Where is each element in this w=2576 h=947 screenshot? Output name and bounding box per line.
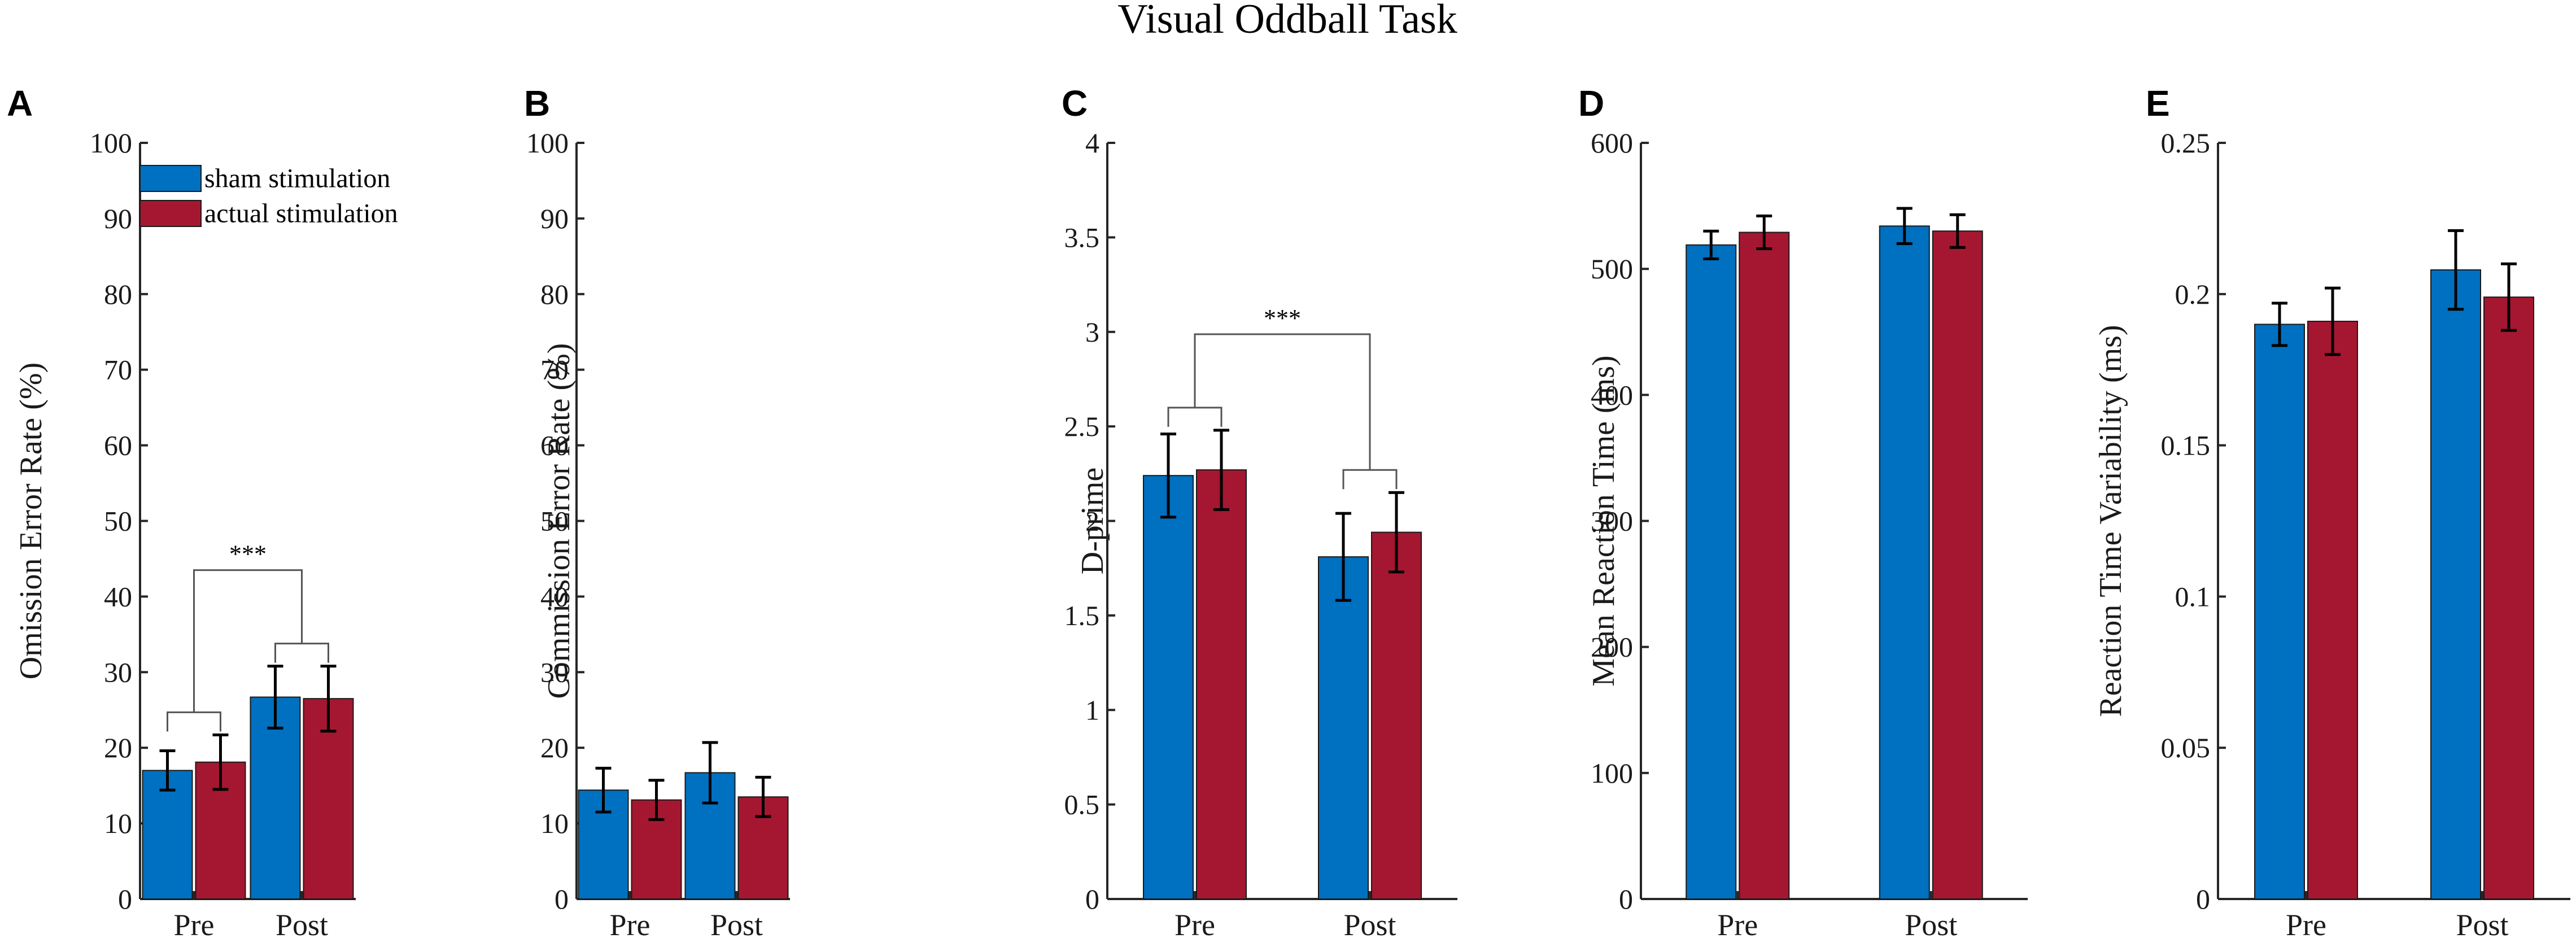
y-tick-label: 80 <box>540 278 569 310</box>
y-axis-title: Reaction Time Variability (ms) <box>2093 325 2128 717</box>
bar-sham-pre <box>1143 475 1194 900</box>
panel-letter: C <box>1062 83 1088 124</box>
significance-label: *** <box>1264 304 1301 332</box>
legend-swatch <box>139 165 202 192</box>
x-tick-label: Pre <box>2286 908 2326 942</box>
y-tick-label: 30 <box>104 656 132 688</box>
x-tick-label: Pre <box>174 908 215 942</box>
y-tick-label: 100 <box>90 127 132 159</box>
y-tick-label: 40 <box>104 581 132 612</box>
panel-letter: A <box>7 83 33 124</box>
y-tick-label: 3 <box>1085 316 1099 348</box>
y-tick-label: 0.15 <box>2161 430 2211 461</box>
y-axis-title: D-prime <box>1075 468 1110 575</box>
y-tick-label: 90 <box>104 203 132 234</box>
legend-label: actual stimulation <box>204 199 398 229</box>
panel-letter: E <box>2146 83 2170 124</box>
panel-e: E Reaction Time Variability (ms) 0 0.05 0.1 0… <box>2093 83 2570 942</box>
pair-bracket <box>1167 407 1222 427</box>
panel-letter: D <box>1578 83 1604 124</box>
y-tick-label: 2.5 <box>1064 411 1100 442</box>
y-tick-label: 80 <box>104 278 132 310</box>
y-tick-label: 0 <box>118 883 132 915</box>
y-tick-label: 50 <box>540 505 569 537</box>
y-tick-label: 0 <box>1619 883 1633 915</box>
bar-actual-pre <box>1196 469 1247 900</box>
y-tick-label: 300 <box>1591 505 1633 537</box>
bar-sham-post <box>1318 556 1369 900</box>
significance-bracket <box>193 569 303 713</box>
bar-sham-pre <box>2254 324 2305 900</box>
y-tick-label: 2 <box>1085 505 1099 537</box>
x-tick-label: Pre <box>1717 908 1758 942</box>
pair-bracket <box>1342 469 1398 490</box>
y-axis-title: Mean Reaction Time (ms) <box>1586 355 1621 686</box>
pair-bracket <box>167 711 221 732</box>
y-tick-label: 60 <box>540 430 569 461</box>
y-tick-label: 0 <box>2196 883 2210 915</box>
y-tick-label: 10 <box>540 808 569 839</box>
y-tick-label: 0.05 <box>2161 732 2211 763</box>
bar-actual-post <box>2483 296 2534 900</box>
y-tick-label: 30 <box>540 656 569 688</box>
y-tick-label: 0.5 <box>1064 789 1100 821</box>
y-tick-label: 10 <box>104 808 132 839</box>
y-tick-label: 0 <box>555 883 569 915</box>
y-tick-label: 50 <box>104 505 132 537</box>
bar-sham-post <box>1879 225 1930 900</box>
legend: sham stimulation actual stimulation <box>139 164 398 229</box>
x-tick-label: Post <box>276 908 328 942</box>
y-tick-label: 3.5 <box>1064 221 1100 253</box>
figure-title: Visual Oddball Task <box>1117 0 1457 42</box>
y-tick-label: 60 <box>104 430 132 461</box>
y-tick-label: 40 <box>540 581 569 612</box>
bar-actual-pre <box>2307 321 2358 900</box>
y-tick-label: 100 <box>1591 757 1633 789</box>
panel-letter: B <box>524 83 550 124</box>
bar-actual-post <box>1932 230 1983 900</box>
y-tick-label: 200 <box>1591 631 1633 663</box>
x-tick-label: Pre <box>610 908 650 942</box>
bar-sham-pre <box>142 770 193 900</box>
y-tick-label: 70 <box>540 354 569 386</box>
significance-bracket <box>1194 333 1371 470</box>
bar-actual-post <box>737 796 789 900</box>
y-tick-label: 1 <box>1085 694 1099 726</box>
x-tick-label: Post <box>1905 908 1957 942</box>
y-tick-label: 600 <box>1591 127 1633 159</box>
bar-sham-pre <box>1686 244 1737 900</box>
y-tick-label: 4 <box>1085 127 1099 159</box>
y-tick-label: 20 <box>540 732 569 763</box>
y-tick-label: 20 <box>104 732 132 763</box>
y-tick-label: 0.1 <box>2175 581 2211 612</box>
significance-label: *** <box>229 540 267 568</box>
x-tick-label: Post <box>2456 908 2508 942</box>
x-tick-label: Pre <box>1175 908 1215 942</box>
y-axis-title: Commission Error Rate (%) <box>542 343 577 699</box>
panel-b: B Commission Error Rate (%) 0 10 20 30 40 50 60 7… <box>524 83 790 942</box>
panel-a: A Omission Error Rate (%) 0 10 20 30 40 50 60 70 8… <box>7 83 398 942</box>
y-tick-label: 70 <box>104 354 132 386</box>
y-tick-label: 90 <box>540 203 569 234</box>
panel-d: D Mean Reaction Time (ms) 0 100 200 300 400 500… <box>1578 83 2028 942</box>
bar-actual-post <box>1371 531 1422 900</box>
y-tick-label: 1.5 <box>1064 600 1100 631</box>
y-tick-label: 400 <box>1591 379 1633 411</box>
y-tick-label: 0.25 <box>2161 127 2211 159</box>
panel-c: C D-prime 0 0.5 1 1.5 2 2.5 3 3.5 4 Pre Post *** <box>1062 83 1457 942</box>
bar-actual-pre <box>1739 232 1790 900</box>
y-axis-title: Omission Error Rate (%) <box>14 363 49 679</box>
y-tick-label: 0 <box>1085 883 1099 915</box>
x-tick-label: Post <box>710 908 763 942</box>
pair-bracket <box>274 643 329 663</box>
legend-swatch <box>139 200 202 227</box>
legend-label: sham stimulation <box>204 164 390 194</box>
x-tick-label: Post <box>1343 908 1396 942</box>
y-tick-label: 500 <box>1591 253 1633 285</box>
y-tick-label: 100 <box>526 127 569 159</box>
y-tick-label: 0.2 <box>2175 278 2211 310</box>
bar-sham-post <box>2430 269 2481 900</box>
